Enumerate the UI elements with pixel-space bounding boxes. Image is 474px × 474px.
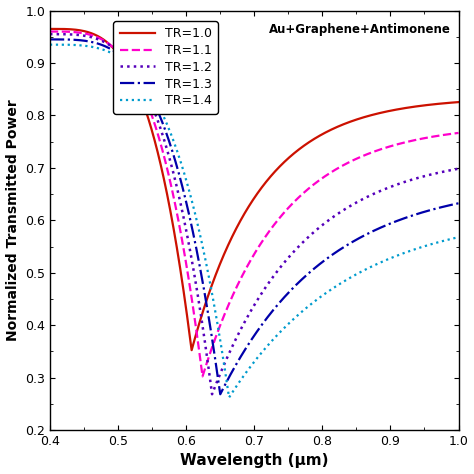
TR=1.0 — [204, 297, 210, 302]
TR=1.2 — [404, 178, 410, 184]
TR=1.1 — [404, 139, 410, 145]
TR=1.0 — [456, 99, 461, 105]
TR=1.1 — [456, 130, 461, 136]
TR=1.1 — [448, 131, 454, 137]
TR=1.2 — [94, 36, 100, 42]
TR=1.3 — [118, 53, 124, 59]
TR=1.0 — [404, 105, 410, 111]
TR=1.3 — [218, 392, 223, 397]
TR=1.0 — [222, 250, 228, 256]
TR=1.3 — [456, 201, 461, 206]
TR=1.2 — [456, 166, 461, 172]
Line: TR=1.3: TR=1.3 — [50, 39, 458, 394]
TR=1.4 — [226, 394, 232, 400]
TR=1.1 — [204, 360, 210, 366]
TR=1.3 — [404, 215, 410, 220]
TR=1.0 — [94, 33, 100, 38]
TR=1.2 — [222, 361, 228, 366]
TR=1.2 — [118, 51, 124, 57]
Line: TR=1.0: TR=1.0 — [50, 29, 458, 350]
TR=1.3 — [448, 202, 454, 208]
Text: Au+Graphene+Antimonene: Au+Graphene+Antimonene — [268, 23, 450, 36]
TR=1.0 — [118, 55, 124, 60]
TR=1.4 — [204, 263, 210, 268]
TR=1.4 — [456, 234, 461, 240]
TR=1.2 — [47, 31, 53, 37]
TR=1.1 — [118, 52, 124, 58]
Legend: TR=1.0, TR=1.1, TR=1.2, TR=1.3, TR=1.4: TR=1.0, TR=1.1, TR=1.2, TR=1.3, TR=1.4 — [113, 21, 218, 113]
TR=1.2 — [209, 392, 215, 397]
TR=1.1 — [222, 312, 228, 318]
TR=1.0 — [448, 100, 454, 106]
TR=1.4 — [47, 42, 53, 47]
Y-axis label: Normalized Transmitted Power: Normalized Transmitted Power — [6, 100, 19, 341]
TR=1.4 — [221, 363, 227, 369]
TR=1.3 — [94, 40, 100, 46]
TR=1.1 — [200, 374, 205, 379]
TR=1.4 — [94, 45, 100, 51]
X-axis label: Wavelength (μm): Wavelength (μm) — [180, 454, 328, 468]
TR=1.2 — [448, 167, 454, 173]
TR=1.3 — [47, 36, 53, 42]
TR=1.1 — [47, 29, 53, 35]
TR=1.4 — [448, 236, 454, 242]
Line: TR=1.2: TR=1.2 — [50, 34, 458, 394]
TR=1.0 — [47, 26, 53, 32]
TR=1.4 — [118, 55, 124, 61]
Line: TR=1.1: TR=1.1 — [50, 32, 458, 376]
Line: TR=1.4: TR=1.4 — [50, 45, 458, 397]
TR=1.2 — [204, 351, 210, 357]
TR=1.3 — [222, 383, 228, 389]
TR=1.0 — [189, 347, 194, 353]
TR=1.3 — [204, 302, 210, 308]
TR=1.1 — [94, 34, 100, 40]
TR=1.4 — [404, 249, 410, 255]
